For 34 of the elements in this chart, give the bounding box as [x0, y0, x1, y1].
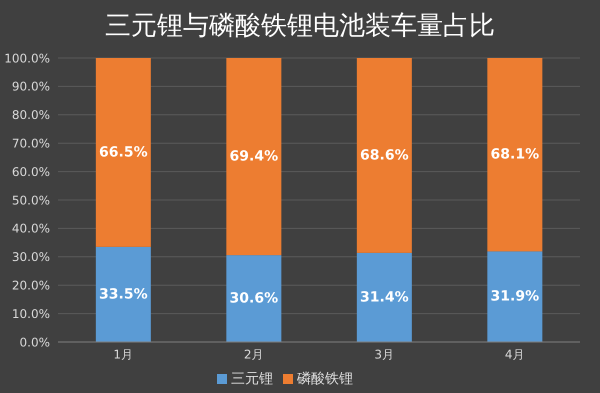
- legend-label: 三元锂: [231, 371, 273, 387]
- x-tick-label: 2月: [244, 348, 264, 362]
- bar: [226, 255, 282, 342]
- y-tick-label: 20.0%: [12, 278, 50, 292]
- data-label: 68.1%: [490, 146, 540, 163]
- data-label: 69.4%: [230, 148, 278, 165]
- x-tick-label: 1月: [113, 348, 134, 362]
- y-tick-label: 60.0%: [12, 164, 50, 179]
- y-tick-label: 100.0%: [4, 51, 50, 66]
- data-label: 30.6%: [230, 290, 278, 307]
- chart-title: 三元锂与磷酸铁锂电池装车量占比: [104, 10, 496, 43]
- x-tick-label: 3月: [374, 348, 394, 362]
- data-label: 68.6%: [360, 147, 409, 164]
- bar: [356, 252, 412, 342]
- y-tick-label: 80.0%: [12, 108, 50, 122]
- data-label: 31.9%: [490, 288, 540, 305]
- y-tick-label: 30.0%: [12, 250, 50, 264]
- bar: [226, 58, 282, 256]
- bar: [487, 251, 542, 342]
- y-tick-label: 40.0%: [12, 222, 50, 236]
- data-label: 66.5%: [99, 144, 148, 160]
- data-label: 33.5%: [99, 286, 148, 302]
- bar: [96, 246, 151, 342]
- y-tick-label: 0.0%: [20, 335, 50, 350]
- x-tick-label: 4月: [504, 348, 525, 362]
- y-tick-label: 50.0%: [12, 193, 50, 208]
- bar: [356, 58, 412, 253]
- bar: [487, 58, 542, 252]
- bar: [96, 58, 151, 247]
- data-label: 31.4%: [360, 289, 409, 306]
- y-tick-label: 70.0%: [12, 136, 50, 150]
- legend-label: 磷酸铁锂: [297, 371, 353, 387]
- y-tick-label: 10.0%: [12, 306, 50, 321]
- y-tick-label: 90.0%: [12, 80, 50, 94]
